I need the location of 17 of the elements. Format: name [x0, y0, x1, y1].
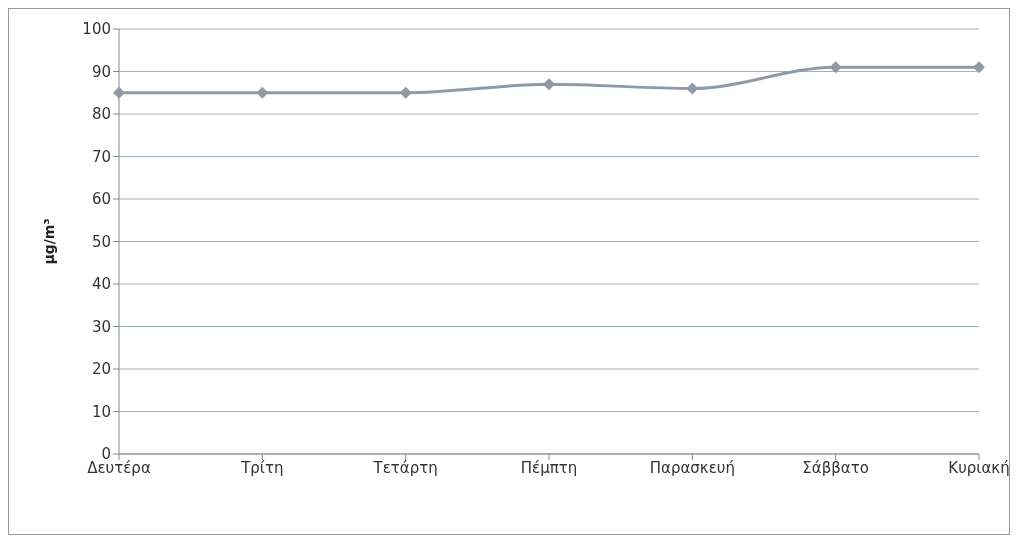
x-tick-label: Κυριακή — [948, 458, 1010, 477]
y-tick-label: 30 — [91, 317, 111, 336]
y-tick-label: 10 — [91, 402, 111, 421]
x-tick-label: Σάββατο — [802, 458, 869, 477]
y-tick-label: 70 — [91, 147, 111, 166]
y-tick-label: 60 — [91, 190, 111, 209]
y-tick-label: 20 — [91, 360, 111, 379]
y-tick-label: 40 — [91, 275, 111, 294]
x-tick-label: Τρίτη — [240, 458, 284, 477]
y-tick-label: 50 — [91, 232, 111, 251]
x-tick-label: Πέμπτη — [520, 458, 578, 477]
y-tick-label: 90 — [91, 62, 111, 81]
x-tick-label: Τετάρτη — [372, 458, 438, 477]
y-tick-label: 80 — [91, 105, 111, 124]
x-tick-label: Παρασκευή — [649, 458, 735, 477]
y-tick-label: 100 — [82, 20, 111, 39]
y-axis-title: μg/m³ — [40, 218, 57, 265]
